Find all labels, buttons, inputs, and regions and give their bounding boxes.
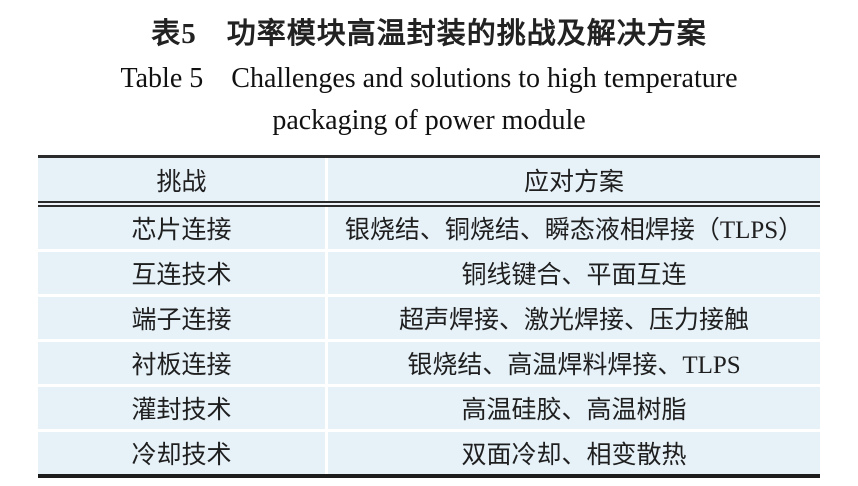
challenge-cell: 互连技术 — [38, 252, 328, 294]
table-caption-en-line1: Table 5 Challenges and solutions to high… — [120, 63, 738, 94]
table-row: 互连技术 铜线键合、平面互连 — [38, 249, 820, 294]
table-row: 衬板连接 银烧结、高温焊料焊接、TLPS — [38, 339, 820, 384]
challenge-cell: 灌封技术 — [38, 387, 328, 429]
challenge-cell: 芯片连接 — [38, 207, 328, 249]
table-caption-en-line2: packaging of power module — [272, 105, 586, 136]
solution-cell: 双面冷却、相变散热 — [461, 442, 687, 469]
table-header-row: 挑战 应对方案 — [38, 158, 820, 201]
table-row: 端子连接 超声焊接、激光焊接、压力接触 — [38, 294, 820, 339]
table-header-double-rule — [38, 201, 820, 207]
data-table: 挑战 应对方案 芯片连接 银烧结、铜烧结、瞬态液相焊接（TLPS） 互连技术 铜… — [38, 155, 820, 478]
table-caption-zh: 表5 功率模块高温封装的挑战及解决方案 — [151, 18, 707, 50]
solution-cell: 超声焊接、激光焊接、压力接触 — [398, 307, 749, 334]
challenge-cell: 端子连接 — [38, 297, 328, 339]
table-row: 芯片连接 银烧结、铜烧结、瞬态液相焊接（TLPS） — [38, 207, 820, 249]
table-caption-en: Table 5 Challenges and solutions to high… — [0, 58, 858, 142]
table-body: 芯片连接 银烧结、铜烧结、瞬态液相焊接（TLPS） 互连技术 铜线键合、平面互连… — [38, 207, 820, 474]
solution-cell: 银烧结、高温焊料焊接、TLPS — [407, 352, 741, 379]
table-top-rule — [38, 155, 820, 158]
solution-cell: 铜线键合、平面互连 — [461, 262, 687, 289]
challenge-cell: 衬板连接 — [38, 342, 328, 384]
solution-cell: 高温硅胶、高温树脂 — [461, 397, 687, 424]
challenge-cell: 冷却技术 — [38, 432, 328, 474]
table-bottom-rule — [38, 474, 820, 478]
header-challenge: 挑战 — [38, 158, 328, 201]
solution-cell: 银烧结、铜烧结、瞬态液相焊接（TLPS） — [344, 217, 804, 244]
table-row: 灌封技术 高温硅胶、高温树脂 — [38, 384, 820, 429]
table-row: 冷却技术 双面冷却、相变散热 — [38, 429, 820, 474]
header-solution: 应对方案 — [523, 168, 624, 196]
